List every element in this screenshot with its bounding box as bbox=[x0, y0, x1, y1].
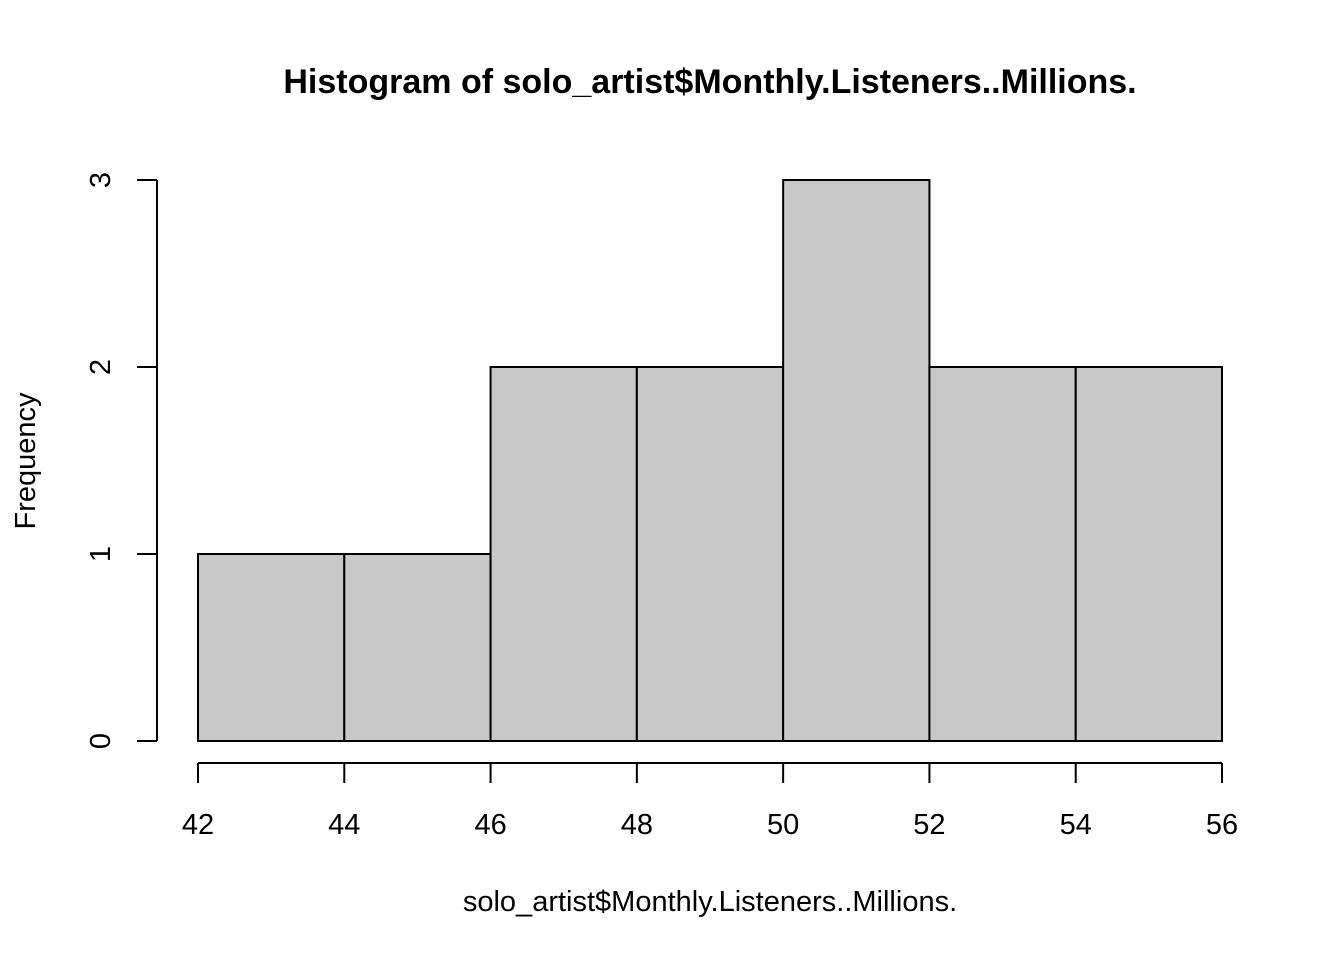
histogram-bar-44-46 bbox=[343, 553, 492, 742]
x-tick-label-46: 46 bbox=[474, 809, 506, 841]
x-tick-label-52: 52 bbox=[913, 809, 945, 841]
y-tick-label-3: 3 bbox=[85, 172, 117, 188]
y-tick-label-1: 1 bbox=[85, 546, 117, 562]
y-tick-label-2: 2 bbox=[85, 359, 117, 375]
histogram-bar-42-44 bbox=[197, 553, 346, 742]
chart-title: Histogram of solo_artist$Monthly.Listene… bbox=[283, 63, 1136, 101]
x-tick-label-50: 50 bbox=[767, 809, 799, 841]
y-tick-label-0: 0 bbox=[85, 733, 117, 749]
histogram-bars bbox=[197, 179, 1223, 742]
histogram-bar-52-54 bbox=[928, 366, 1077, 742]
x-tick-label-56: 56 bbox=[1206, 809, 1238, 841]
x-axis-label: solo_artist$Monthly.Listeners..Millions. bbox=[463, 886, 957, 918]
x-axis: 42 44 46 48 50 52 54 56 bbox=[182, 762, 1238, 841]
histogram-bar-48-50 bbox=[635, 366, 785, 742]
x-tick-label-48: 48 bbox=[621, 809, 653, 841]
x-tick-label-44: 44 bbox=[328, 809, 360, 841]
x-tick-label-54: 54 bbox=[1060, 809, 1092, 841]
y-axis-label: Frequency bbox=[10, 392, 42, 530]
histogram-bar-46-48 bbox=[489, 366, 638, 742]
histogram-bar-50-52 bbox=[782, 179, 931, 742]
histogram-bar-54-56 bbox=[1074, 366, 1223, 742]
y-axis: 0 1 2 3 bbox=[85, 172, 158, 749]
x-tick-label-42: 42 bbox=[182, 809, 214, 841]
